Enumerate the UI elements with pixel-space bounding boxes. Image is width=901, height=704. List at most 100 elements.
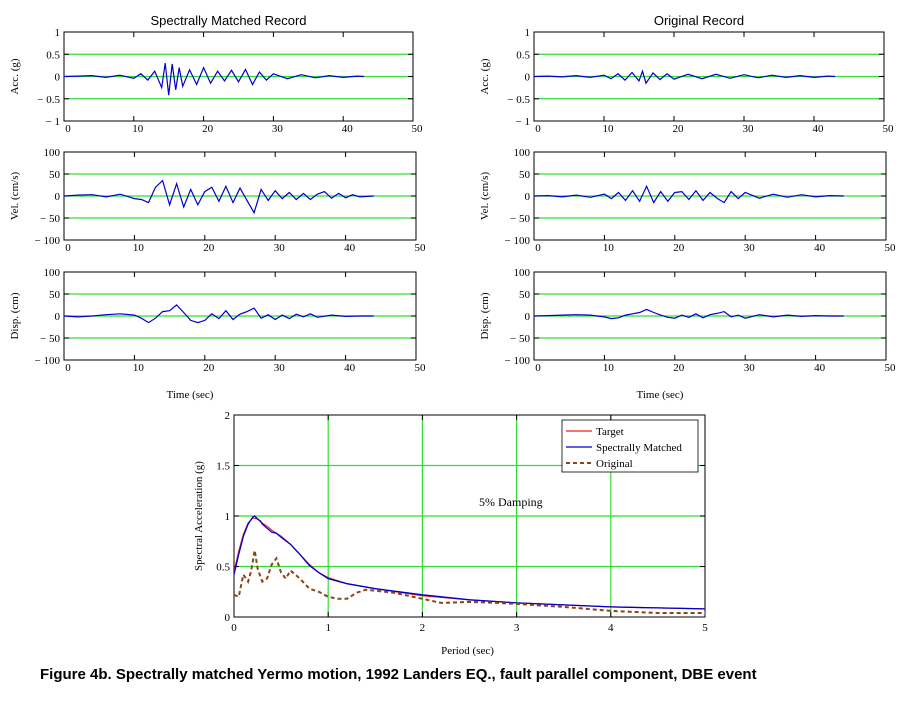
x-tick-label: 0: [231, 622, 237, 634]
y-axis-label: Vel. (cm/s): [9, 172, 21, 221]
x-tick-label: 3: [514, 622, 520, 634]
x-tick-label: 40: [813, 123, 825, 135]
series-line-original: [234, 550, 705, 614]
y-tick-label: − 100: [35, 235, 61, 247]
legend-label: Target: [596, 426, 624, 438]
chart-left-disp: 0 10 20 30 40 50 − 100 − 50 0 50 100 Disp. (cm) Time…: [9, 267, 426, 401]
y-tick-label: 100: [514, 267, 531, 279]
x-tick-label: 30: [744, 362, 756, 374]
x-tick-label: 4: [608, 622, 614, 634]
x-tick-label: 40: [342, 123, 354, 135]
y-tick-label: 0: [55, 72, 61, 84]
y-axis-label: Disp. (cm): [479, 292, 491, 339]
x-tick-label: 50: [412, 123, 424, 135]
chart-right-acc: 0 10 20 30 40 50 − 1 − 0.5 0 0.5 1 Original Record A…: [479, 13, 894, 135]
x-tick-label: 10: [603, 123, 615, 135]
x-tick-label: 10: [603, 242, 615, 254]
chart-right-vel: 0 10 20 30 40 50 − 100 − 50 0 50 100 Vel. (cm/s): [479, 147, 896, 254]
y-tick-label: − 1: [516, 116, 530, 128]
y-tick-label: − 100: [35, 355, 61, 367]
x-tick-label: 40: [344, 362, 356, 374]
series-line-spectrally-matched: [64, 63, 365, 96]
y-tick-label: 50: [49, 289, 61, 301]
y-tick-label: 0.5: [216, 562, 230, 574]
y-tick-label: 100: [44, 267, 61, 279]
x-tick-label: 20: [673, 123, 685, 135]
series-line-original: [534, 69, 836, 85]
y-axis-label: Spectral Acceleration (g): [193, 461, 205, 571]
x-tick-label: 30: [744, 242, 756, 254]
x-tick-label: 10: [603, 362, 615, 374]
damping-annotation: 5% Damping: [479, 495, 543, 509]
y-tick-label: 1.5: [216, 461, 230, 473]
x-tick-label: 10: [132, 123, 144, 135]
x-tick-label: 20: [203, 242, 215, 254]
legend: Target Spectrally Matched Original: [561, 419, 699, 473]
y-tick-label: 0: [55, 191, 61, 203]
y-tick-label: − 100: [505, 235, 531, 247]
x-tick-label: 5: [702, 622, 708, 634]
x-axis-label: Period (sec): [441, 645, 494, 657]
x-tick-label: 40: [814, 242, 826, 254]
y-tick-label: − 0.5: [37, 94, 60, 106]
x-tick-label: 0: [535, 362, 541, 374]
legend-label: Spectrally Matched: [596, 442, 682, 454]
series-line-spectrally-matched: [64, 304, 374, 324]
series-line-target: [234, 517, 705, 610]
y-axis-label: Disp. (cm): [9, 292, 21, 339]
y-tick-label: 50: [519, 289, 531, 301]
legend-box: [561, 419, 699, 473]
y-tick-label: − 100: [505, 355, 531, 367]
y-tick-label: 0: [525, 72, 531, 84]
x-tick-label: 10: [133, 362, 145, 374]
y-tick-label: − 0.5: [507, 94, 530, 106]
x-tick-label: 0: [65, 123, 71, 135]
y-tick-label: 0.5: [46, 49, 60, 61]
chart-left-acc: 0 10 20 30 40 50 − 1 − 0.5 0 0.5 1 Spectrally Match…: [9, 13, 423, 135]
chart-left-vel: 0 10 20 30 40 50 − 100 − 50 0 50 100 Vel. (cm/s): [9, 147, 426, 254]
series-line-original: [534, 308, 844, 320]
x-tick-label: 30: [274, 242, 286, 254]
figure-caption: Figure 4b. Spectrally matched Yermo moti…: [40, 666, 757, 683]
x-tick-label: 50: [885, 362, 897, 374]
y-tick-label: 100: [44, 147, 61, 159]
x-tick-label: 10: [133, 242, 145, 254]
series-line-spectrally-matched: [64, 179, 374, 215]
chart-spectrum: 0 1 2 3 4 5 0 0.5 1 1.5 2 Spectral Acceleration (g)…: [193, 410, 708, 657]
y-tick-label: − 50: [40, 333, 60, 345]
x-tick-label: 0: [535, 242, 541, 254]
y-tick-label: 1: [225, 511, 231, 523]
y-tick-label: 0: [225, 612, 231, 624]
x-tick-label: 50: [885, 242, 897, 254]
y-tick-label: 2: [225, 410, 231, 422]
x-axis-label: Time (sec): [637, 389, 684, 401]
x-tick-label: 50: [415, 242, 427, 254]
x-tick-label: 30: [743, 123, 755, 135]
y-axis-label: Acc. (g): [479, 58, 491, 94]
chart-title: Original Record: [654, 13, 744, 28]
x-tick-label: 40: [814, 362, 826, 374]
y-tick-label: 0: [55, 311, 61, 323]
x-tick-label: 30: [272, 123, 284, 135]
chart-right-disp: 0 10 20 30 40 50 − 100 − 50 0 50 100 Disp. (cm) Time…: [479, 267, 896, 401]
y-axis-label: Acc. (g): [9, 58, 21, 94]
series-line-spectrally-matched: [234, 515, 705, 610]
y-tick-label: 0: [525, 311, 531, 323]
y-tick-label: 100: [514, 147, 531, 159]
x-tick-label: 20: [203, 362, 215, 374]
y-tick-label: 0: [525, 191, 531, 203]
x-tick-label: 20: [202, 123, 214, 135]
x-tick-label: 40: [344, 242, 356, 254]
y-tick-label: 50: [49, 169, 61, 181]
x-tick-label: 50: [415, 362, 427, 374]
x-axis-label: Time (sec): [167, 389, 214, 401]
y-tick-label: 0.5: [516, 49, 530, 61]
y-tick-label: − 50: [510, 333, 530, 345]
x-tick-label: 30: [274, 362, 286, 374]
y-tick-label: 50: [519, 169, 531, 181]
y-tick-label: − 50: [510, 213, 530, 225]
y-tick-label: 1: [55, 27, 61, 39]
series-line-original: [534, 184, 844, 204]
x-tick-label: 0: [535, 123, 541, 135]
x-tick-label: 20: [673, 242, 685, 254]
